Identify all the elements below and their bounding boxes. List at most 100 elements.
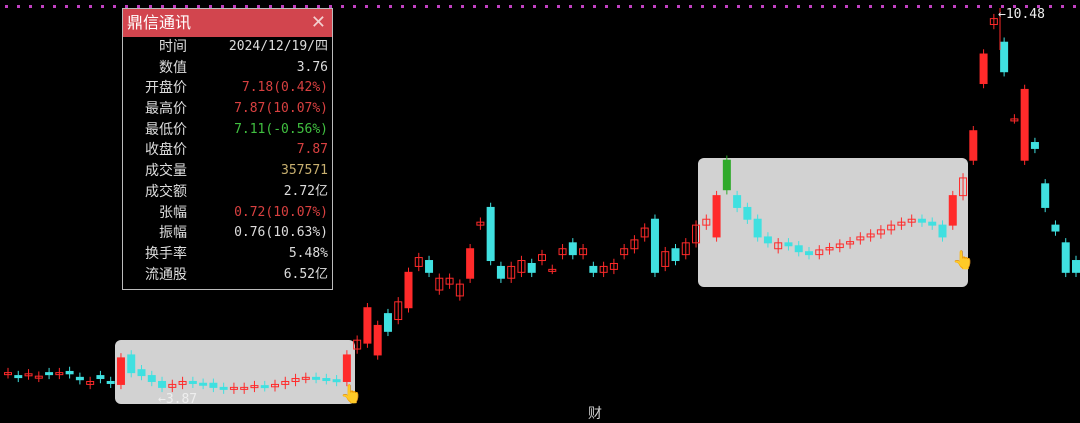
top-dotted-line <box>353 5 356 8</box>
info-value: 3.76 <box>296 59 328 75</box>
candle-body <box>188 380 197 384</box>
candle-body <box>363 307 372 344</box>
candle-body <box>794 245 803 253</box>
candle-body <box>507 265 516 279</box>
top-dotted-line <box>221 5 224 8</box>
info-label: 数值 <box>159 59 187 76</box>
top-dotted-line <box>473 5 476 8</box>
candle-body <box>579 248 588 256</box>
top-dotted-line <box>77 5 80 8</box>
bottom-label: 财 <box>588 406 602 422</box>
candle-body <box>815 249 824 256</box>
top-dotted-line <box>329 5 332 8</box>
top-dotted-line <box>245 5 248 8</box>
candle-body <box>158 380 167 388</box>
top-dotted-line <box>773 5 776 8</box>
highlight-box <box>698 158 968 287</box>
candle-body <box>692 224 701 244</box>
top-dotted-line <box>965 5 968 8</box>
info-value: 0.76(10.63%) <box>234 225 328 241</box>
top-dotted-line <box>641 5 644 8</box>
top-dotted-line <box>605 5 608 8</box>
top-dotted-line <box>29 5 32 8</box>
top-dotted-line <box>209 5 212 8</box>
top-dotted-line <box>17 5 20 8</box>
top-dotted-line <box>953 5 956 8</box>
top-dotted-line <box>857 5 860 8</box>
candle-body <box>835 243 844 249</box>
candle-body <box>1051 224 1060 232</box>
top-dotted-line <box>53 5 56 8</box>
info-row: 张幅 0.72(10.07%) <box>123 203 332 224</box>
top-dotted-line <box>497 5 500 8</box>
info-label: 收盘价 <box>145 142 187 159</box>
candle-body <box>1020 88 1029 161</box>
high-price-marker: ←10.48 <box>998 7 1045 22</box>
top-dotted-line <box>233 5 236 8</box>
candle-body <box>897 221 906 226</box>
candle-body <box>774 242 783 250</box>
candle-body <box>445 277 454 285</box>
candle-body <box>219 386 228 390</box>
candle-body <box>959 177 968 197</box>
candle-body <box>291 378 300 382</box>
candle-body <box>281 380 290 385</box>
info-label: 成交额 <box>145 183 187 200</box>
candle-body <box>65 370 74 375</box>
info-row: 流通股 6.52亿 <box>123 265 332 286</box>
info-row: 振幅 0.76(10.63%) <box>123 223 332 244</box>
candle-body <box>887 224 896 231</box>
top-dotted-line <box>89 5 92 8</box>
candle-body <box>630 239 639 250</box>
candle-body <box>435 277 444 291</box>
candle-body <box>548 268 557 272</box>
candle-body <box>260 385 269 389</box>
candle-body <box>34 375 43 379</box>
top-dotted-line <box>569 5 572 8</box>
top-dotted-line <box>869 5 872 8</box>
top-dotted-line <box>521 5 524 8</box>
info-row: 收盘价 7.87 <box>123 140 332 161</box>
top-dotted-line <box>593 5 596 8</box>
top-dotted-line <box>617 5 620 8</box>
top-dotted-line <box>845 5 848 8</box>
top-dotted-line <box>413 5 416 8</box>
candle-body <box>455 283 464 297</box>
candle-body <box>568 242 577 256</box>
candle-body <box>702 218 711 226</box>
top-dotted-line <box>821 5 824 8</box>
top-dotted-line <box>1061 5 1064 8</box>
candle-body <box>763 236 772 244</box>
top-dotted-line <box>317 5 320 8</box>
top-dotted-line <box>1013 5 1016 8</box>
top-dotted-line <box>893 5 896 8</box>
close-icon[interactable]: ✕ <box>310 12 326 33</box>
info-value: 7.18(0.42%) <box>241 80 328 96</box>
top-dotted-line <box>797 5 800 8</box>
candle-body <box>414 257 423 267</box>
candle-body <box>856 236 865 241</box>
candle-body <box>168 383 177 388</box>
info-value: 6.52亿 <box>283 266 328 282</box>
top-dotted-line <box>665 5 668 8</box>
top-dotted-line <box>749 5 752 8</box>
candle-body <box>353 339 362 350</box>
candle-body <box>538 254 546 262</box>
top-dotted-line <box>725 5 728 8</box>
candle-body <box>394 301 403 321</box>
top-dotted-line <box>293 5 296 8</box>
top-dotted-line <box>581 5 584 8</box>
info-label: 换手率 <box>145 245 187 262</box>
top-dotted-line <box>653 5 656 8</box>
candle-body <box>332 379 341 383</box>
candle-body <box>589 265 598 273</box>
candle-body <box>671 248 680 262</box>
info-value: 7.11(-0.56%) <box>234 121 328 137</box>
info-value: 5.48% <box>288 245 328 261</box>
candle-body <box>558 248 567 256</box>
candle-body <box>250 385 259 389</box>
candle-body <box>681 242 690 256</box>
candle-body <box>866 233 875 238</box>
top-dotted-line <box>545 5 548 8</box>
